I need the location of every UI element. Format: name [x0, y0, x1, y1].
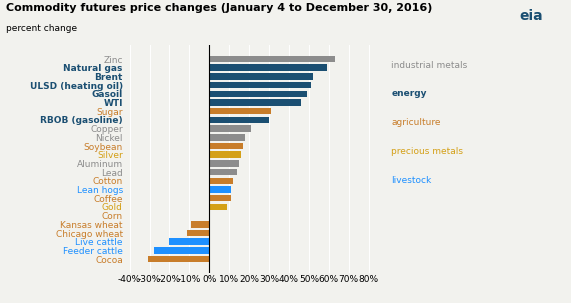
Bar: [154, 247, 210, 254]
Bar: [210, 65, 327, 71]
Bar: [170, 238, 210, 245]
Text: precious metals: precious metals: [391, 147, 463, 156]
Bar: [210, 117, 269, 123]
Text: industrial metals: industrial metals: [391, 61, 468, 70]
Bar: [210, 152, 241, 158]
Bar: [210, 125, 251, 132]
Bar: [210, 195, 231, 201]
Bar: [210, 178, 233, 184]
Text: livestock: livestock: [391, 176, 431, 185]
Text: energy: energy: [391, 89, 427, 98]
Text: Commodity futures price changes (January 4 to December 30, 2016): Commodity futures price changes (January…: [6, 3, 432, 13]
Bar: [147, 256, 210, 262]
Text: percent change: percent change: [6, 24, 77, 33]
Bar: [210, 204, 227, 210]
Bar: [210, 91, 307, 97]
Bar: [210, 186, 231, 193]
Bar: [210, 160, 239, 167]
Bar: [210, 108, 271, 115]
Bar: [191, 221, 210, 228]
Bar: [210, 143, 243, 149]
Text: eia: eia: [520, 9, 543, 23]
Bar: [210, 99, 301, 106]
Bar: [210, 82, 311, 88]
Bar: [187, 230, 210, 236]
Bar: [210, 134, 245, 141]
Bar: [210, 56, 335, 62]
Bar: [210, 73, 313, 80]
Bar: [210, 169, 237, 175]
Text: agriculture: agriculture: [391, 118, 441, 127]
